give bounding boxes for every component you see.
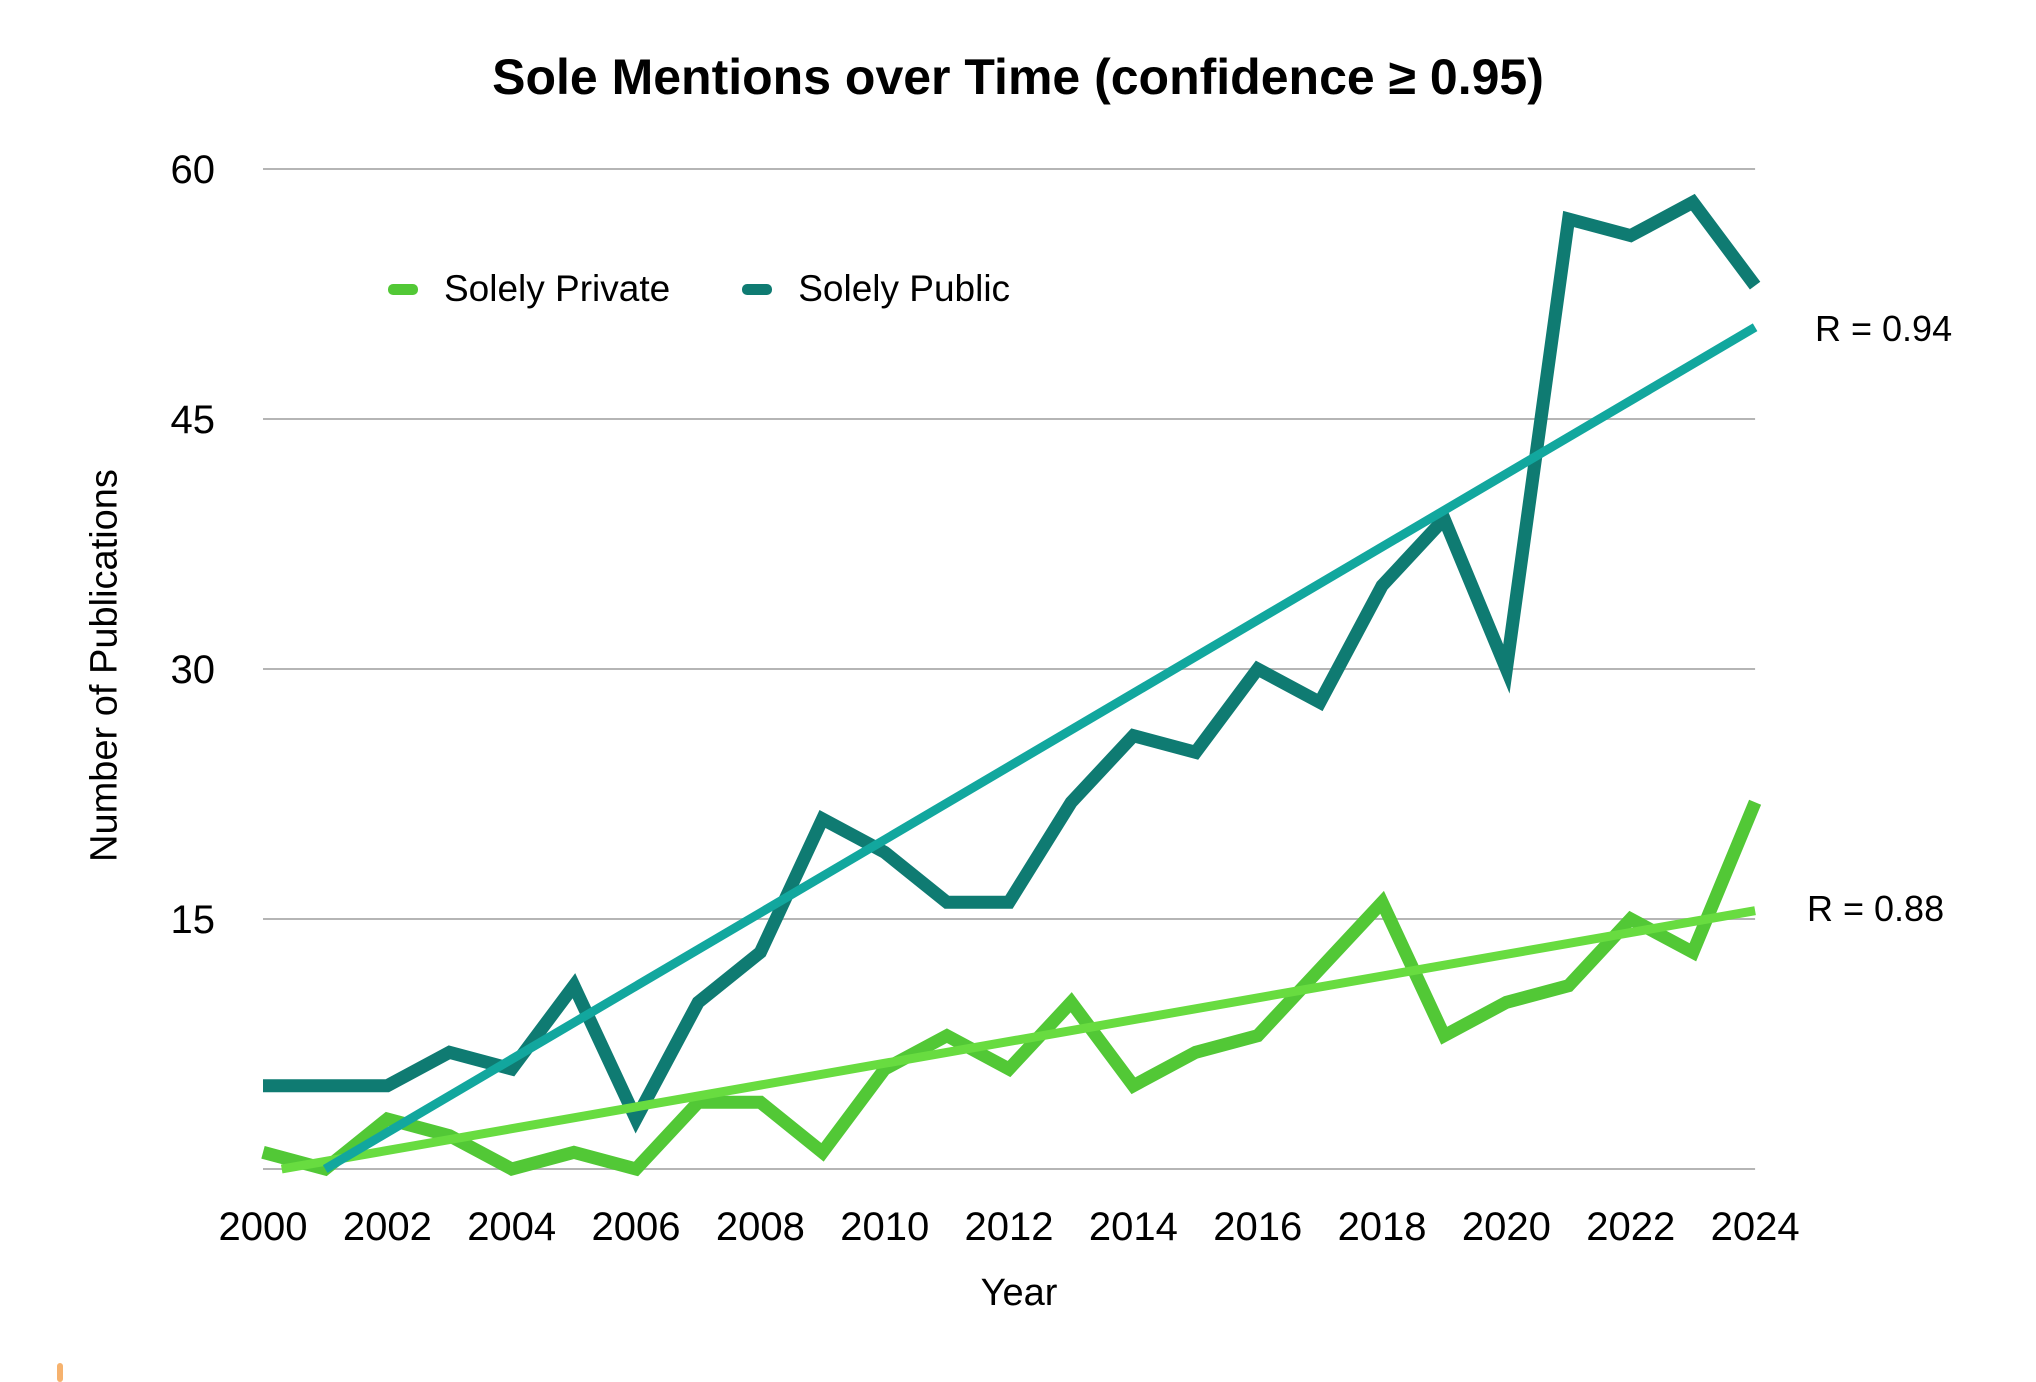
x-tick-label-2004: 2004 [467,1205,556,1249]
legend-label: Solely Private [444,268,671,309]
x-tick-label-2014: 2014 [1089,1205,1178,1249]
r-value-public: R = 0.94 [1815,308,1953,349]
legend-label: Solely Public [798,268,1011,309]
legend-item-solely-public: Solely Public [742,268,1010,310]
x-tick-label-2012: 2012 [965,1205,1054,1249]
y-tick-label-60: 60 [171,148,216,192]
x-tick-label-2010: 2010 [840,1205,929,1249]
y-tick-label-45: 45 [171,398,216,442]
series-line-solely-public [263,193,1761,1134]
x-tick-label-2008: 2008 [716,1205,805,1249]
trendline-solely-public-trendline [322,323,1758,1173]
series-lines [261,193,1762,1177]
x-tick-label-2016: 2016 [1213,1205,1302,1249]
legend: Solely Private Solely Public [388,268,1010,310]
r-value-private: R = 0.88 [1807,888,1945,929]
corner-annotation-mark [57,1363,63,1382]
gridlines [263,167,1756,1170]
y-tick-label-15: 15 [171,898,216,942]
x-tick-label-2020: 2020 [1462,1205,1551,1249]
series-line-solely-private [261,799,1762,1177]
x-tick-label-2022: 2022 [1586,1205,1675,1249]
x-tick-label-2002: 2002 [343,1205,432,1249]
solely-public-swatch-icon [742,283,773,295]
legend-item-solely-private: Solely Private [388,268,670,310]
x-tick-label-2018: 2018 [1338,1205,1427,1249]
y-axis-title: Number of Publications [83,469,126,862]
axis-tick-labels: 60 45 30 15 2000 2002 2004 2006 2008 2010 2012 2014… [171,148,1800,1249]
x-tick-label-2024: 2024 [1711,1205,1800,1249]
chart-title: Sole Mentions over Time (confidence ≥ 0.… [492,49,1544,105]
x-axis-title: Year [980,1272,1058,1314]
x-tick-label-2000: 2000 [219,1205,308,1249]
solely-private-swatch-icon [388,283,418,295]
trendline-solely-private-trendline [280,906,1756,1174]
y-tick-label-30: 30 [171,648,216,692]
x-tick-label-2006: 2006 [592,1205,681,1249]
